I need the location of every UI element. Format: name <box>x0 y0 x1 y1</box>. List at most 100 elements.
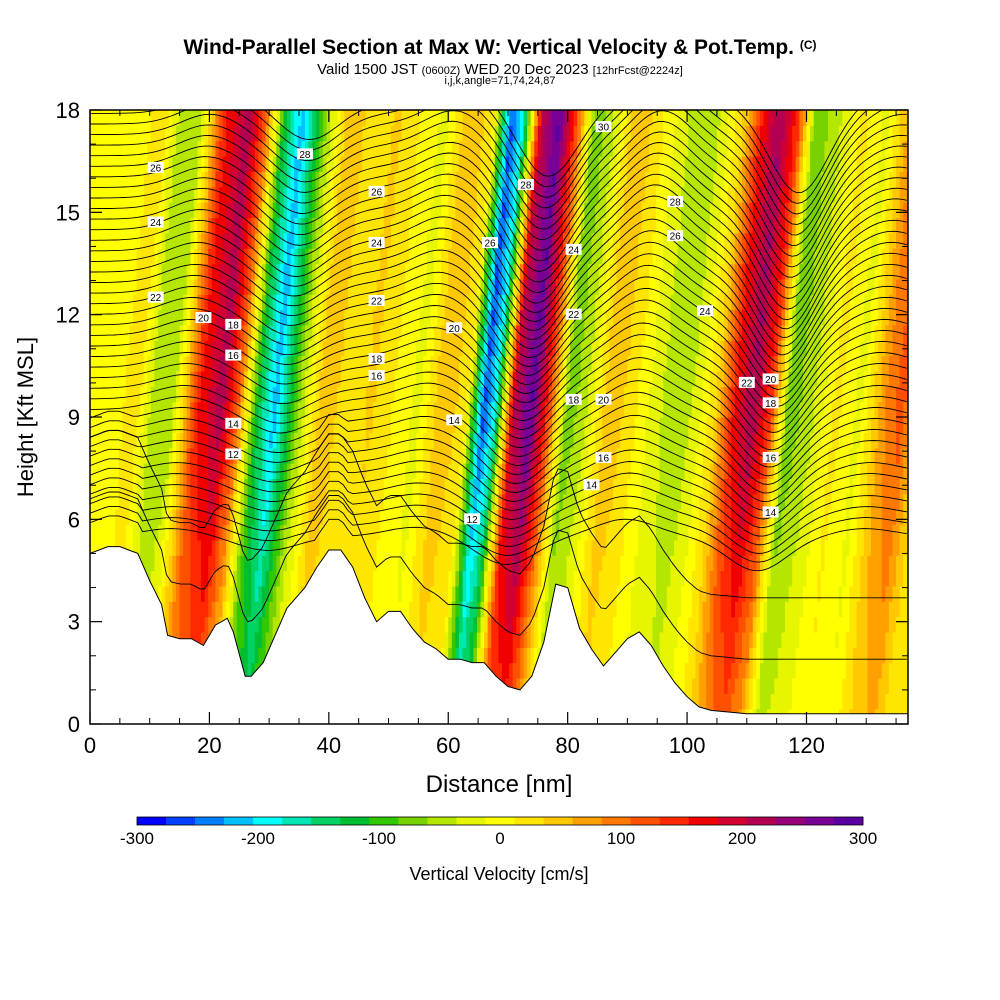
velocity-cell <box>752 493 757 510</box>
velocity-cell <box>208 601 213 618</box>
velocity-cell <box>555 401 560 418</box>
velocity-cell <box>645 401 650 418</box>
velocity-cell <box>544 386 550 403</box>
velocity-cell <box>340 463 345 479</box>
velocity-cell <box>444 463 449 479</box>
velocity-cell <box>455 432 460 449</box>
velocity-cell <box>390 509 396 526</box>
velocity-cell <box>724 401 729 418</box>
velocity-cell <box>190 585 195 602</box>
velocity-cell <box>115 524 120 541</box>
velocity-cell <box>201 585 206 602</box>
velocity-cell <box>720 662 725 679</box>
velocity-cell <box>767 662 772 679</box>
velocity-cell <box>817 463 822 479</box>
velocity-cell <box>211 447 216 464</box>
velocity-cell <box>548 417 553 433</box>
velocity-cell <box>659 493 664 510</box>
velocity-cell <box>373 524 378 541</box>
velocity-cell <box>398 509 403 526</box>
velocity-cell <box>416 401 421 418</box>
velocity-cell <box>487 447 492 464</box>
velocity-cell <box>555 539 560 556</box>
velocity-cell <box>792 555 797 572</box>
velocity-cell <box>695 417 700 433</box>
velocity-cell <box>279 463 285 479</box>
velocity-cell <box>319 401 324 418</box>
velocity-cell <box>448 447 453 464</box>
velocity-cell <box>577 555 582 572</box>
velocity-cell <box>315 493 320 510</box>
velocity-cell <box>899 539 904 556</box>
velocity-cell <box>147 555 152 572</box>
velocity-cell <box>132 386 138 403</box>
velocity-cell <box>630 463 636 479</box>
velocity-cell <box>272 524 277 541</box>
velocity-cell <box>523 647 528 664</box>
velocity-cell <box>276 524 281 541</box>
velocity-cell <box>713 447 718 464</box>
velocity-cell <box>792 677 797 694</box>
velocity-cell <box>853 601 858 618</box>
velocity-cell <box>802 509 808 526</box>
velocity-cell <box>584 447 589 464</box>
velocity-cell <box>770 524 775 541</box>
velocity-cell <box>150 478 156 495</box>
velocity-cell <box>183 570 188 587</box>
velocity-cell <box>398 555 403 572</box>
velocity-cell <box>484 401 489 418</box>
velocity-cell <box>770 693 775 710</box>
velocity-cell <box>856 539 861 556</box>
velocity-cell <box>330 509 335 526</box>
velocity-cell <box>634 463 639 479</box>
velocity-cell <box>673 539 679 556</box>
velocity-cell <box>100 417 105 433</box>
velocity-cell <box>362 447 367 464</box>
velocity-cell <box>437 417 442 433</box>
velocity-cell <box>459 524 464 541</box>
velocity-cell <box>688 509 693 526</box>
velocity-cell <box>699 417 704 433</box>
velocity-cell <box>419 447 424 464</box>
velocity-cell <box>613 616 618 633</box>
velocity-cell <box>233 555 238 572</box>
velocity-cell <box>899 585 904 602</box>
velocity-cell <box>752 585 757 602</box>
velocity-cell <box>785 570 790 587</box>
velocity-cell <box>605 539 611 556</box>
velocity-cell <box>896 432 901 449</box>
velocity-cell <box>595 539 600 556</box>
velocity-cell <box>763 693 768 710</box>
velocity-cell <box>183 386 188 403</box>
velocity-cell <box>817 585 822 602</box>
velocity-cell <box>505 601 510 618</box>
velocity-cell <box>172 401 177 418</box>
velocity-cell <box>469 539 474 556</box>
velocity-cell <box>709 570 714 587</box>
velocity-cell <box>236 601 242 618</box>
velocity-cell <box>358 493 363 510</box>
velocity-cell <box>204 509 209 526</box>
velocity-cell <box>190 601 195 618</box>
velocity-cell <box>476 616 482 633</box>
velocity-cell <box>387 386 392 403</box>
velocity-cell <box>634 524 639 541</box>
velocity-cell <box>648 585 654 602</box>
chart-title: Wind-Parallel Section at Max W: Vertical… <box>0 36 1000 60</box>
velocity-cell <box>838 647 843 664</box>
velocity-cell <box>630 478 636 495</box>
velocity-cell <box>297 417 302 433</box>
velocity-cell <box>405 463 410 479</box>
velocity-cell <box>258 432 263 449</box>
velocity-cell <box>648 386 654 403</box>
velocity-cell <box>544 509 550 526</box>
velocity-cell <box>455 585 460 602</box>
velocity-cell <box>193 570 199 587</box>
velocity-cell <box>845 693 851 710</box>
velocity-cell <box>541 524 546 541</box>
velocity-cell <box>534 447 539 464</box>
velocity-cell <box>240 647 245 664</box>
velocity-cell <box>785 616 790 633</box>
velocity-cell <box>351 493 356 510</box>
velocity-cell <box>892 463 897 479</box>
